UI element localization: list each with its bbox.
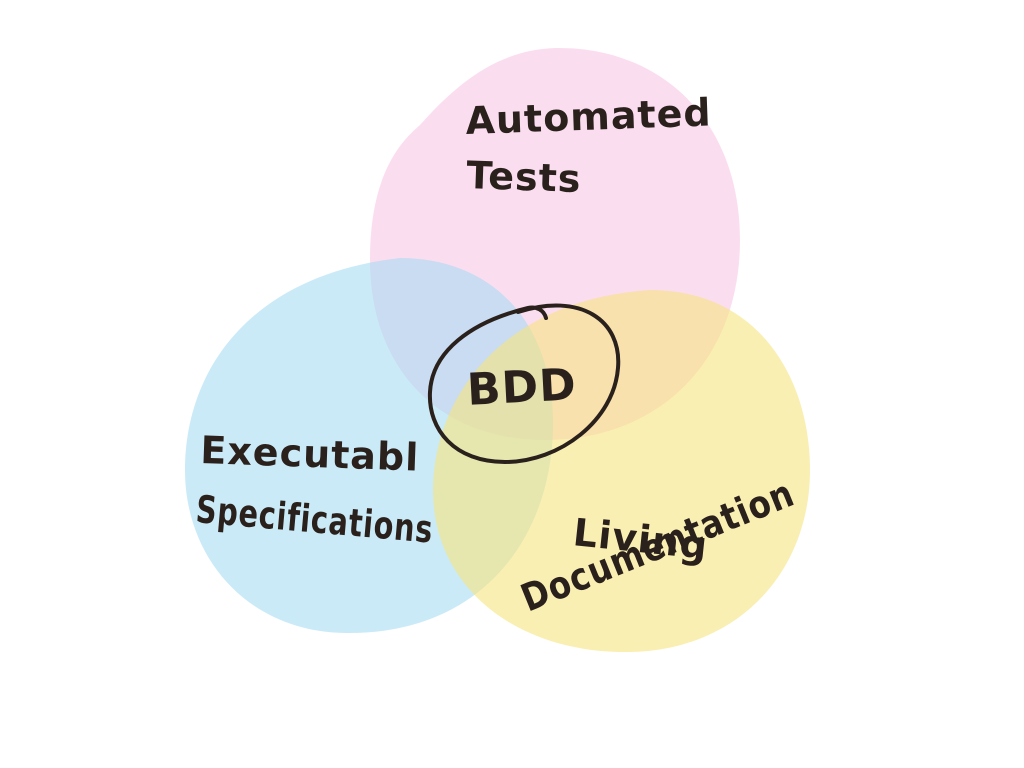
bdd-ring — [427, 303, 621, 464]
label-automated-tests-line2: Tests — [466, 153, 583, 201]
label-executable-specifications-line1: Executabl — [200, 428, 420, 480]
label-automated-tests-line1: Automated — [465, 90, 713, 143]
center-label: BDD — [466, 359, 578, 416]
circle-living-documentation — [433, 290, 810, 653]
